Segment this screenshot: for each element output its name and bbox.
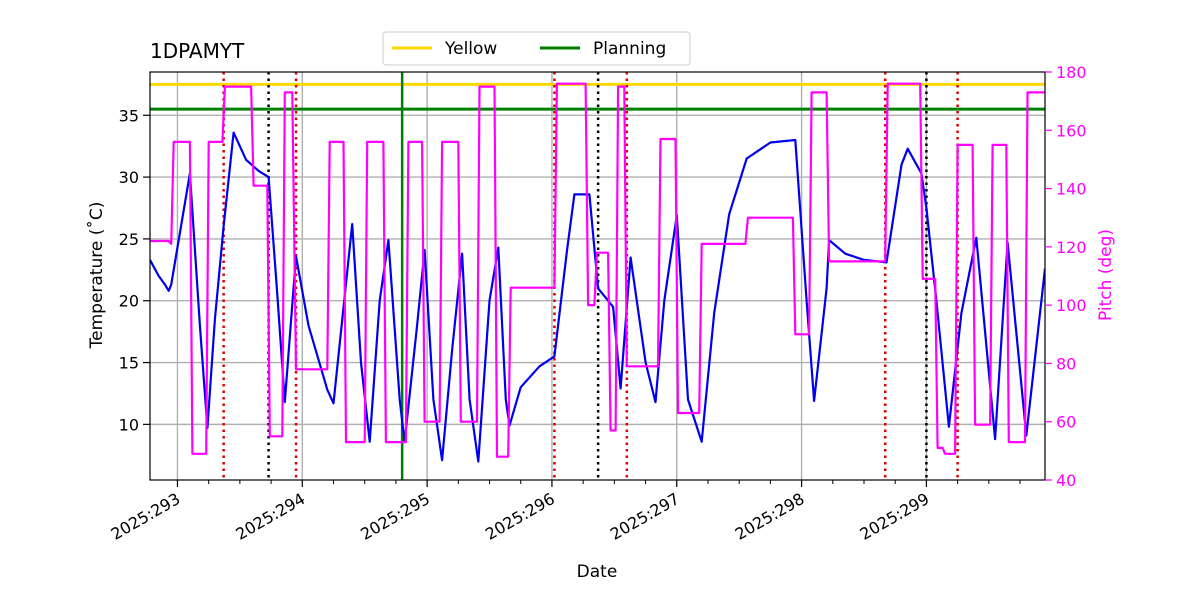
legend-label-yellow: Yellow	[444, 39, 497, 59]
y-ticks: 10 15 20 25 30 35	[119, 106, 150, 434]
x-tick-label: 2025:295	[357, 489, 433, 544]
x-tick-label: 2025:298	[732, 489, 808, 544]
x-ticks: 2025:293 2025:294 2025:295 2025:296 2025:297…	[108, 480, 1021, 544]
x-tick-label: 2025:294	[232, 489, 308, 544]
y2-ticks: 40 60 80 100 120 140 160 180	[1045, 63, 1087, 490]
y2-tick-label: 80	[1056, 354, 1076, 373]
x-tick-label: 2025:293	[108, 489, 184, 544]
y2-tick-label: 40	[1056, 471, 1076, 490]
y-tick-label: 15	[119, 354, 139, 373]
y-tick-label: 20	[119, 292, 139, 311]
pitch-series-line	[150, 82, 1045, 458]
y2-tick-label: 120	[1056, 238, 1087, 257]
y-tick-label: 30	[119, 168, 139, 187]
x-tick-label: 2025:296	[482, 489, 558, 544]
temperature-series-line	[150, 131, 1045, 463]
y-tick-label: 35	[119, 106, 139, 125]
y2-axis-label: Pitch (deg)	[1096, 229, 1116, 321]
legend-box	[382, 31, 691, 66]
legend-label-planning: Planning	[593, 39, 666, 59]
y-axis-label: Temperature (˚C)	[86, 202, 107, 350]
plot-area	[150, 72, 1045, 480]
y2-tick-label: 180	[1056, 63, 1087, 82]
chart-title: 1DPAMYT	[150, 39, 245, 63]
y2-tick-label: 100	[1056, 296, 1087, 315]
y2-tick-label: 60	[1056, 413, 1076, 432]
y-tick-label: 10	[119, 415, 139, 434]
y2-tick-label: 140	[1056, 180, 1087, 199]
x-axis-label: Date	[577, 562, 618, 582]
x-tick-label: 2025:297	[607, 489, 683, 544]
plot-frame	[149, 71, 1046, 481]
y-tick-label: 25	[119, 230, 139, 249]
y2-tick-label: 160	[1056, 121, 1087, 140]
legend: Yellow Planning	[382, 31, 691, 66]
x-tick-label: 2025:299	[857, 489, 933, 544]
